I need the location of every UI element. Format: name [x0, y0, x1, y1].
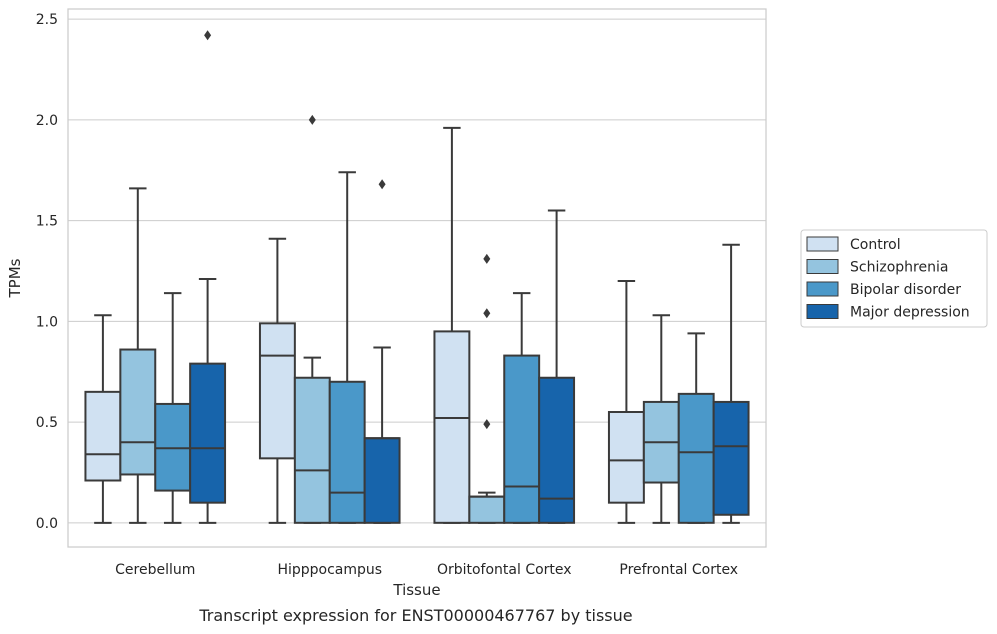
y-tick-label: 0.0: [36, 516, 58, 532]
box-schizophrenia: [642, 314, 680, 524]
box-control: [607, 280, 645, 524]
y-tick-label: 2.0: [36, 113, 58, 129]
box-iqr: [84, 390, 122, 482]
box-major-depression: [363, 179, 401, 524]
chart-caption: Transcript expression for ENST0000046776…: [199, 606, 633, 625]
y-tick-label: 1.5: [36, 214, 58, 230]
box-major-depression: [712, 243, 750, 524]
x-tick-label: Hipppocampus: [277, 562, 382, 578]
box-bipolar-disorder: [503, 292, 541, 524]
legend: Control Schizophrenia Bipolar disorder Majo…: [800, 229, 988, 328]
legend-label: Bipolar disorder: [850, 282, 961, 298]
box-iqr: [607, 410, 645, 504]
box-iqr: [189, 362, 227, 504]
legend-swatch: [806, 236, 839, 252]
x-tick-label: Prefrontal Cortex: [619, 562, 738, 578]
outlier-point: [378, 179, 386, 190]
box-major-depression: [538, 209, 576, 524]
x-tick-label: Cerebellum: [115, 562, 195, 578]
box-iqr: [258, 322, 296, 460]
box-bipolar-disorder: [677, 332, 715, 524]
legend-label: Control: [850, 237, 901, 253]
box-control: [433, 126, 471, 524]
outlier-point: [483, 419, 491, 430]
box-iqr: [712, 400, 750, 516]
box-iqr: [538, 376, 576, 524]
x-axis-label: Tissue: [392, 581, 440, 599]
box-iqr: [363, 437, 401, 524]
box-schizophrenia: [468, 253, 506, 524]
box-groups: [84, 30, 750, 524]
y-tick-label: 0.5: [36, 415, 58, 431]
box-iqr: [293, 376, 331, 524]
y-tick-label: 1.0: [36, 314, 58, 330]
y-axis-label: TPMs: [6, 258, 24, 298]
box-iqr: [328, 380, 366, 524]
y-tick-labels: 0.0 0.5 1.0 1.5 2.0 2.5: [36, 12, 58, 532]
box-iqr: [119, 348, 157, 476]
outlier-point: [308, 114, 316, 125]
box-control: [84, 314, 122, 524]
legend-swatch: [806, 281, 839, 297]
box-major-depression: [189, 30, 227, 524]
box-bipolar-disorder: [154, 292, 192, 524]
outlier-point: [483, 253, 491, 264]
box-schizophrenia: [119, 187, 157, 524]
outlier-point: [483, 308, 491, 319]
plot-frame: [67, 8, 767, 548]
box-iqr: [677, 392, 715, 524]
box-iqr: [154, 402, 192, 492]
legend-swatch: [806, 304, 839, 319]
box-iqr: [468, 495, 506, 524]
x-tick-label: Orbitofontal Cortex: [437, 562, 572, 578]
box-iqr: [433, 330, 471, 524]
box-bipolar-disorder: [328, 171, 366, 524]
box-iqr: [503, 354, 541, 524]
box-control: [258, 237, 296, 524]
y-tick-label: 2.5: [36, 12, 58, 28]
legend-swatch: [806, 259, 839, 274]
legend-label: Schizophrenia: [850, 260, 948, 276]
x-tick-labels: Cerebellum Hipppocampus Orbitofontal Corte…: [115, 562, 738, 578]
box-schizophrenia: [293, 114, 331, 524]
outlier-point: [204, 30, 212, 41]
legend-label: Major depression: [850, 305, 970, 321]
legend-frame: [800, 229, 988, 328]
